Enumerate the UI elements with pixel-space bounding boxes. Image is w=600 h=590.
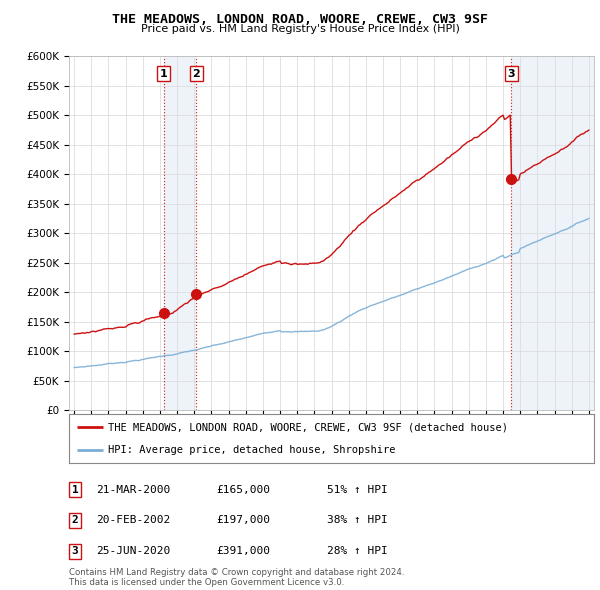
Text: 25-JUN-2020: 25-JUN-2020 — [96, 546, 170, 556]
Text: THE MEADOWS, LONDON ROAD, WOORE, CREWE, CW3 9SF (detached house): THE MEADOWS, LONDON ROAD, WOORE, CREWE, … — [109, 422, 508, 432]
Text: Contains HM Land Registry data © Crown copyright and database right 2024.
This d: Contains HM Land Registry data © Crown c… — [69, 568, 404, 587]
Text: 51% ↑ HPI: 51% ↑ HPI — [327, 485, 388, 494]
Text: 1: 1 — [71, 485, 79, 494]
Text: 2: 2 — [193, 69, 200, 78]
Text: 2: 2 — [71, 516, 79, 525]
Text: 3: 3 — [508, 69, 515, 78]
Bar — [511, 56, 594, 410]
Text: 38% ↑ HPI: 38% ↑ HPI — [327, 516, 388, 525]
Text: 1: 1 — [160, 69, 167, 78]
Text: £391,000: £391,000 — [216, 546, 270, 556]
Text: Price paid vs. HM Land Registry's House Price Index (HPI): Price paid vs. HM Land Registry's House … — [140, 24, 460, 34]
Text: THE MEADOWS, LONDON ROAD, WOORE, CREWE, CW3 9SF: THE MEADOWS, LONDON ROAD, WOORE, CREWE, … — [112, 13, 488, 26]
Text: 20-FEB-2002: 20-FEB-2002 — [96, 516, 170, 525]
Bar — [164, 56, 196, 410]
Text: 21-MAR-2000: 21-MAR-2000 — [96, 485, 170, 494]
Text: £197,000: £197,000 — [216, 516, 270, 525]
Text: 3: 3 — [71, 546, 79, 556]
Text: HPI: Average price, detached house, Shropshire: HPI: Average price, detached house, Shro… — [109, 445, 396, 455]
Text: £165,000: £165,000 — [216, 485, 270, 494]
Text: 28% ↑ HPI: 28% ↑ HPI — [327, 546, 388, 556]
